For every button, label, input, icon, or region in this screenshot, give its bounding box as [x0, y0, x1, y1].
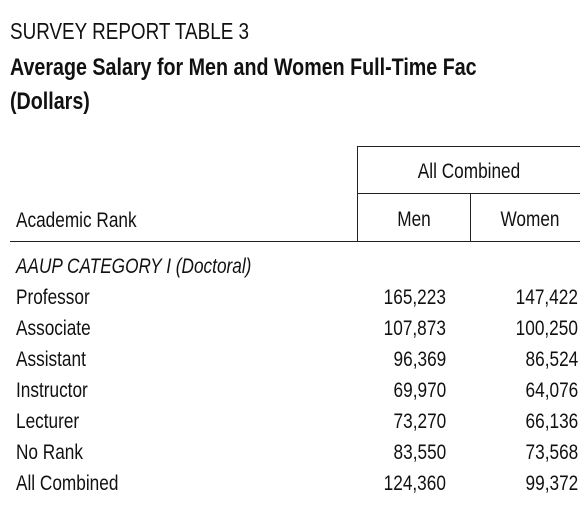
- column-header: Academic Rank: [16, 209, 137, 232]
- cell: 107,873: [383, 317, 446, 340]
- cell: 64,076: [525, 379, 578, 402]
- rule: [357, 193, 580, 194]
- group-header: All Combined: [417, 160, 521, 183]
- rule: [470, 193, 471, 242]
- cell: 147,422: [515, 286, 578, 309]
- report-title: Average Salary for Men and Women Full-Ti…: [10, 54, 477, 81]
- cell: 100,250: [515, 317, 578, 340]
- cell: 73,270: [393, 410, 446, 433]
- row-label: Instructor: [16, 379, 88, 402]
- cell: 66,136: [525, 410, 578, 433]
- row-label: Associate: [16, 317, 91, 340]
- column-header: Men: [397, 208, 431, 231]
- rule: [357, 146, 358, 242]
- cell: 99,372: [525, 472, 578, 495]
- row-label: No Rank: [16, 441, 83, 464]
- rule: [357, 146, 580, 147]
- cell: 83,550: [393, 441, 446, 464]
- report-label: SURVEY REPORT TABLE 3: [10, 18, 250, 44]
- cell: 96,369: [393, 348, 446, 371]
- section-header: AAUP CATEGORY I (Doctoral): [16, 255, 252, 278]
- row-label: Lecturer: [16, 410, 80, 433]
- row-label: All Combined: [16, 472, 119, 495]
- cell: 73,568: [525, 441, 578, 464]
- row-label: Assistant: [16, 348, 86, 371]
- cell: 86,524: [525, 348, 578, 371]
- cell: 165,223: [383, 286, 446, 309]
- cell: 69,970: [393, 379, 446, 402]
- cell: 124,360: [383, 472, 446, 495]
- rule: [10, 241, 580, 242]
- column-header: Women: [500, 208, 560, 231]
- report-subtitle: (Dollars): [10, 88, 90, 115]
- row-label: Professor: [16, 286, 90, 309]
